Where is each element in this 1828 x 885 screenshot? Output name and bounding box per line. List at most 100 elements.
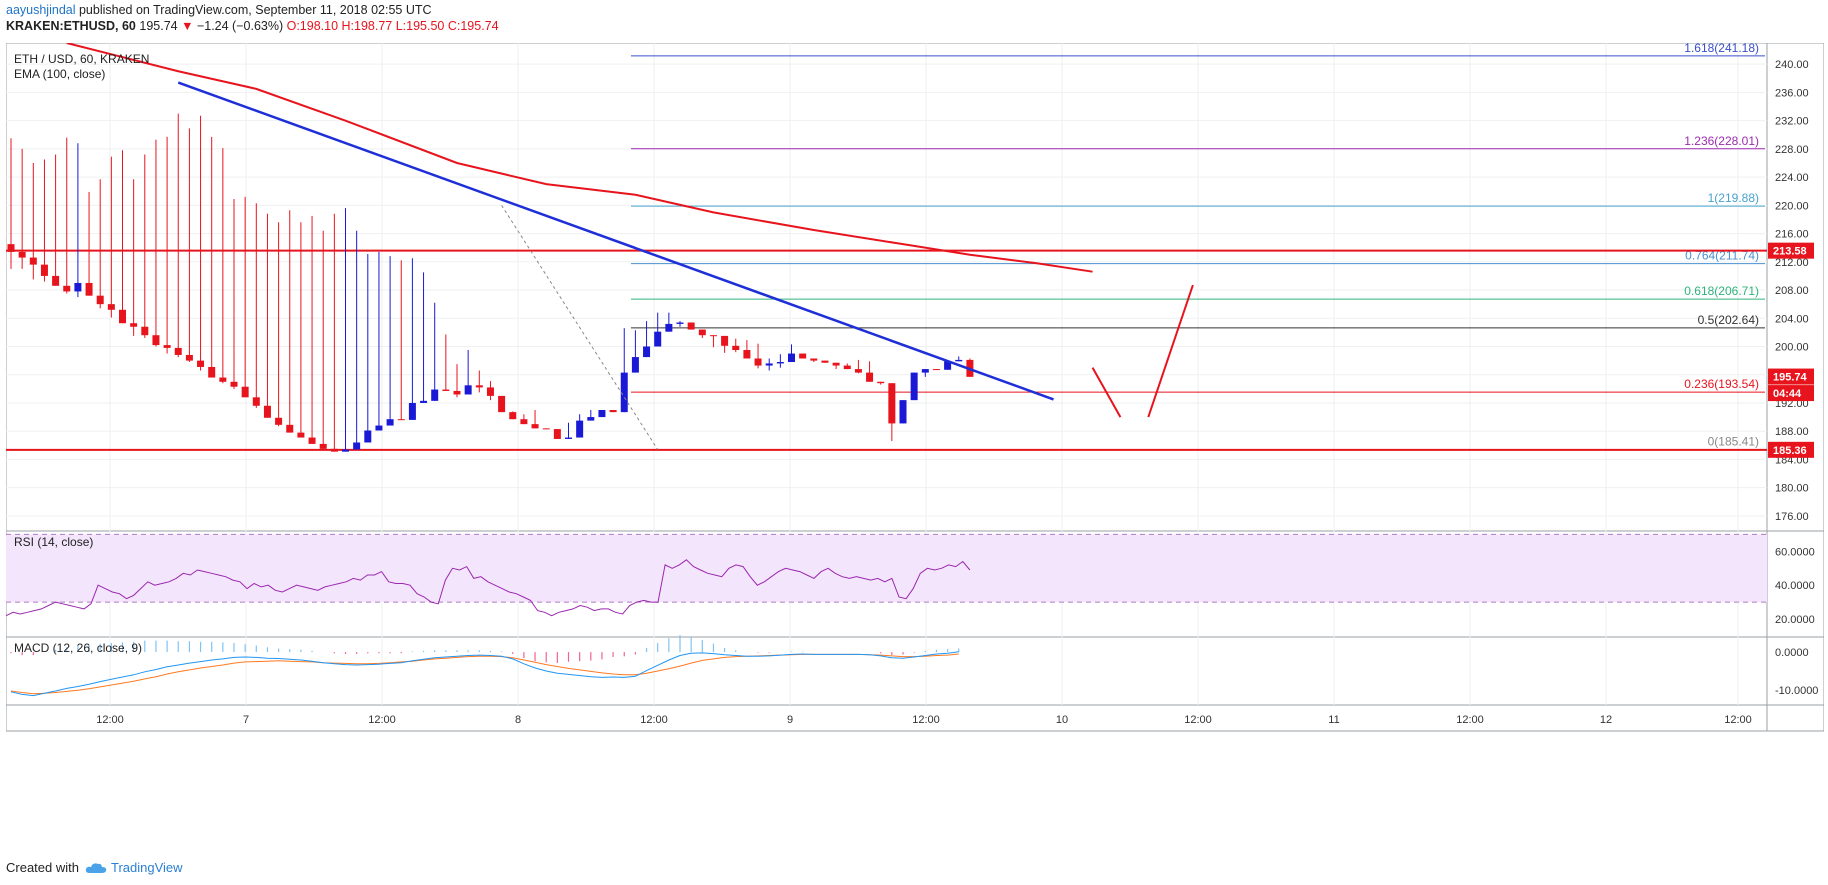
rsi-label: RSI (14, close) <box>14 535 93 549</box>
macd-line <box>10 651 959 697</box>
price-tag <box>1768 385 1814 402</box>
price-tag-label: 195.74 <box>1773 372 1808 384</box>
rsi-line <box>5 559 971 617</box>
candle-body <box>275 417 283 425</box>
candle-body <box>910 372 918 401</box>
candle-body <box>74 282 82 292</box>
time-tick-label: 10 <box>1056 714 1068 726</box>
time-tick-label: 12 <box>1600 714 1612 726</box>
rsi-tick-label: 40.0000 <box>1775 580 1815 592</box>
time-tick-label: 11 <box>1328 714 1339 726</box>
candle-body <box>643 346 651 358</box>
candle-body <box>888 383 896 424</box>
candle-body <box>944 361 952 370</box>
price-tag-label: 04:44 <box>1773 388 1802 400</box>
cloud-icon <box>85 862 107 873</box>
author-link[interactable]: aayushjindal <box>6 3 76 17</box>
symbol-label: KRAKEN:ETHUSD, 60 <box>6 19 136 33</box>
rsi-tick-label: 60.0000 <box>1775 546 1815 558</box>
candle-body <box>486 387 494 396</box>
down-arrow-icon: ▼ <box>181 19 194 33</box>
footer: Created with TradingView <box>6 860 183 875</box>
fib-level-label: 1.618(241.18) <box>1684 43 1759 55</box>
candle-body <box>754 358 762 366</box>
candle-body <box>40 264 48 276</box>
candle-body <box>899 400 907 424</box>
fib-level-label: 1.236(228.01) <box>1684 134 1759 148</box>
candle-body <box>565 437 572 439</box>
candle-body <box>230 381 238 387</box>
price-change: −1.24 (−0.63%) <box>196 19 284 33</box>
candle-body <box>709 335 717 337</box>
fib-level-label: 0.764(211.74) <box>1685 249 1759 263</box>
candle-body <box>63 285 71 292</box>
candle-body <box>96 295 104 305</box>
candle-body <box>197 360 205 367</box>
last-price: 195.74 <box>139 19 178 33</box>
price-tick-label: 224.00 <box>1775 172 1809 184</box>
tradingview-label: TradingView <box>110 860 183 875</box>
macd-tick-label: -10.0000 <box>1775 685 1818 697</box>
candle-body <box>7 244 15 252</box>
time-tick-label: 8 <box>515 714 521 726</box>
forecast-down-line <box>1091 367 1122 418</box>
candle-body <box>130 323 138 327</box>
candle-body <box>765 363 773 366</box>
candle-body <box>843 365 851 370</box>
tradingview-logo[interactable]: TradingView <box>85 860 183 875</box>
candle-body <box>877 381 885 384</box>
price-tick-label: 216.00 <box>1775 229 1809 241</box>
macd-label: MACD (12, 26, close, 9) <box>14 641 142 655</box>
fib-level-label: 0(185.41) <box>1708 434 1759 448</box>
price-tick-label: 204.00 <box>1775 313 1809 325</box>
chart-area[interactable]: 176.00180.00184.00188.00192.00196.00200.… <box>5 41 1825 850</box>
candle-body <box>174 347 182 355</box>
candle-body <box>475 385 483 388</box>
candle-body <box>788 353 795 363</box>
price-tag-label: 185.36 <box>1773 445 1807 457</box>
candle-body <box>408 402 416 420</box>
candle-body <box>185 354 193 361</box>
candle-body <box>553 429 561 439</box>
candle-body <box>509 412 517 420</box>
price-tag-label: 213.58 <box>1773 246 1807 258</box>
candle-body <box>397 419 405 421</box>
created-with-text: Created with <box>6 860 79 875</box>
candle-body <box>342 449 349 452</box>
candle-body <box>576 420 584 438</box>
candle-body <box>587 417 595 421</box>
candle-body <box>141 326 149 336</box>
candle-body <box>208 366 216 378</box>
candle-body <box>431 389 439 401</box>
price-chart[interactable]: 176.00180.00184.00188.00192.00196.00200.… <box>5 41 1825 850</box>
candle-body <box>955 359 963 362</box>
candle-body <box>364 430 372 443</box>
time-tick-label: 12:00 <box>912 714 940 726</box>
candle-body <box>776 362 784 364</box>
candle-body <box>52 275 60 286</box>
price-tick-label: 200.00 <box>1775 341 1809 353</box>
candle-body <box>18 251 26 258</box>
price-tick-label: 212.00 <box>1775 257 1809 269</box>
candle-body <box>866 372 874 382</box>
rsi-tick-label: 20.0000 <box>1775 614 1815 626</box>
candle-body <box>854 369 862 373</box>
candle-body <box>520 419 528 425</box>
time-tick-label: 12:00 <box>1456 714 1484 726</box>
candle-body <box>799 353 807 359</box>
candle-body <box>286 424 294 433</box>
time-tick-label: 12:00 <box>368 714 396 726</box>
candle-body <box>353 442 361 450</box>
fib-level-label: 1(219.88) <box>1708 191 1759 205</box>
time-tick-label: 12:00 <box>96 714 124 726</box>
candle-body <box>721 335 729 346</box>
fib-anchor-line <box>501 205 659 450</box>
candle-body <box>308 437 316 444</box>
time-tick-label: 9 <box>787 714 793 726</box>
candle-body <box>453 390 461 395</box>
candle-body <box>609 410 617 413</box>
price-tick-label: 208.00 <box>1775 285 1809 297</box>
chart-title: ETH / USD, 60, KRAKEN <box>14 52 149 66</box>
candle-body <box>921 369 929 373</box>
ema-label: EMA (100, close) <box>14 67 105 81</box>
